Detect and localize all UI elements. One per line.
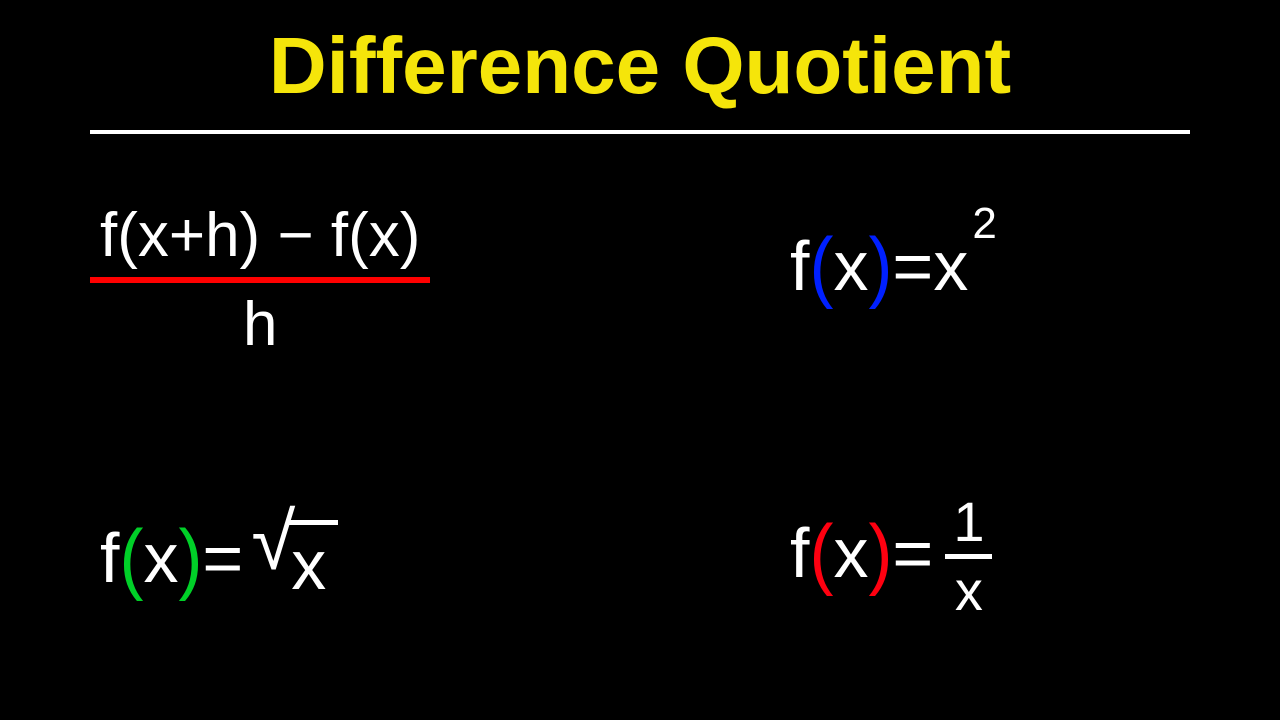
difference-quotient-formula: f(x+h) − f(x) h xyxy=(90,200,430,360)
quotient-fraction-line xyxy=(90,277,430,283)
eq3-f: f xyxy=(790,513,809,593)
numerator-fxh: f(x+h) xyxy=(100,201,260,270)
numerator-minus: − xyxy=(277,201,313,270)
quotient-denominator: h xyxy=(90,289,430,360)
eq3-x: x xyxy=(833,513,868,593)
equation-one-over-x: f ( x ) = 1 x xyxy=(790,490,992,615)
numerator-fx: f(x) xyxy=(331,201,421,270)
eq1-rparen: ) xyxy=(868,221,892,311)
equation-x-squared: f ( x ) = x 2 xyxy=(790,225,993,307)
eq2-rparen: ) xyxy=(178,512,202,602)
eq2-equals: = xyxy=(202,518,243,598)
eq2-radical: √ x xyxy=(251,510,338,605)
eq1-base: x xyxy=(933,226,968,306)
eq2-radicand: x xyxy=(287,520,338,605)
quotient-numerator: f(x+h) − f(x) xyxy=(90,200,430,271)
eq3-rparen: ) xyxy=(868,507,892,597)
eq2-x: x xyxy=(143,518,178,598)
eq1-equals: = xyxy=(892,226,933,306)
title-underline xyxy=(90,130,1190,134)
eq3-frac-bot: x xyxy=(947,563,991,619)
equation-sqrt-x: f ( x ) = √ x xyxy=(100,510,338,605)
eq1-exponent: 2 xyxy=(972,199,996,249)
eq3-fraction: 1 x xyxy=(945,494,992,619)
page-title: Difference Quotient xyxy=(269,20,1011,112)
eq1-lparen: ( xyxy=(809,221,833,311)
eq1-x: x xyxy=(833,226,868,306)
eq3-frac-top: 1 xyxy=(945,494,992,550)
eq3-lparen: ( xyxy=(809,507,833,597)
eq3-equals: = xyxy=(892,513,933,593)
eq1-f: f xyxy=(790,226,809,306)
eq2-f: f xyxy=(100,518,119,598)
title-text: Difference Quotient xyxy=(269,21,1011,110)
eq2-lparen: ( xyxy=(119,512,143,602)
